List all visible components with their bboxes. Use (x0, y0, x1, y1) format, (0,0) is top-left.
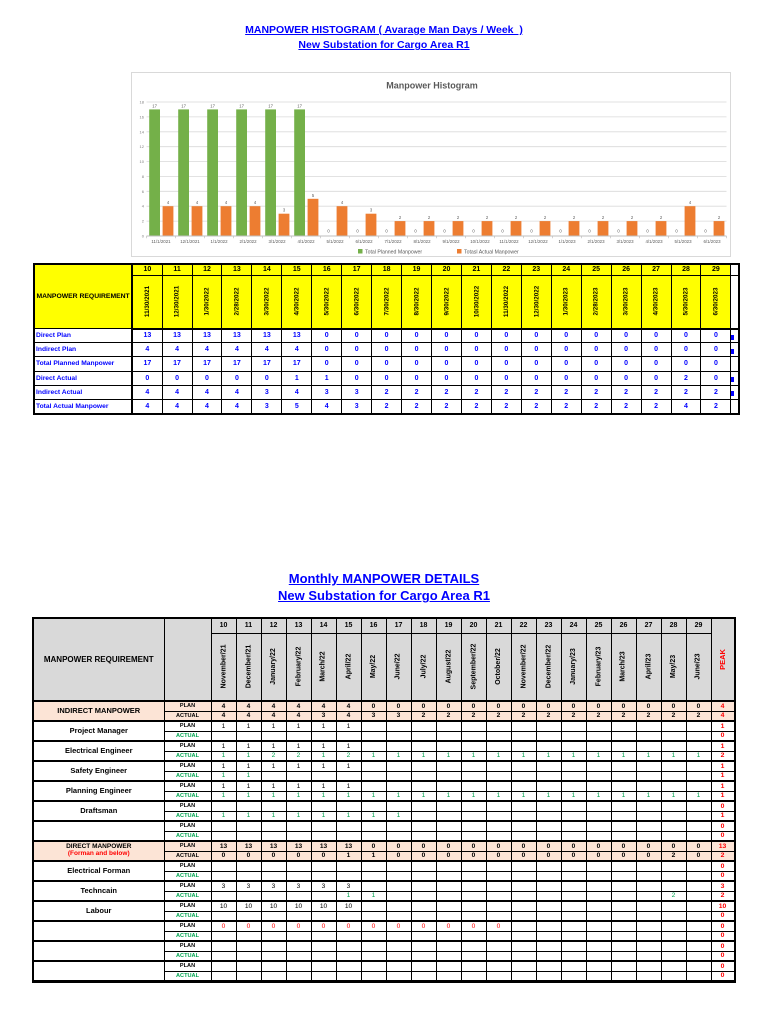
svg-text:4: 4 (196, 200, 199, 205)
svg-text:2: 2 (573, 215, 576, 220)
svg-text:3/1/2023: 3/1/2023 (616, 239, 634, 244)
svg-text:4: 4 (341, 200, 344, 205)
svg-text:0: 0 (530, 229, 533, 234)
svg-text:0: 0 (646, 229, 649, 234)
svg-text:17: 17 (210, 103, 215, 108)
svg-text:10/1/2022: 10/1/2022 (470, 239, 490, 244)
svg-text:18: 18 (140, 100, 145, 105)
svg-text:17: 17 (268, 103, 273, 108)
svg-text:5/1/2023: 5/1/2023 (674, 239, 692, 244)
svg-text:6: 6 (142, 189, 145, 194)
svg-text:2: 2 (631, 215, 634, 220)
svg-text:11/1/2022: 11/1/2022 (499, 239, 519, 244)
svg-text:0: 0 (501, 229, 504, 234)
svg-text:0: 0 (617, 229, 620, 234)
svg-text:4: 4 (689, 200, 692, 205)
svg-text:4: 4 (142, 204, 145, 209)
svg-text:14: 14 (140, 129, 145, 134)
svg-text:17: 17 (181, 103, 186, 108)
svg-text:12/1/2021: 12/1/2021 (180, 239, 200, 244)
svg-text:4/1/2022: 4/1/2022 (297, 239, 315, 244)
svg-text:4: 4 (254, 200, 257, 205)
svg-text:4/1/2023: 4/1/2023 (645, 239, 663, 244)
svg-text:8: 8 (142, 174, 145, 179)
svg-text:2: 2 (602, 215, 605, 220)
svg-text:9/1/2022: 9/1/2022 (442, 239, 460, 244)
svg-text:2: 2 (544, 215, 547, 220)
svg-text:2: 2 (515, 215, 518, 220)
svg-text:2: 2 (142, 219, 145, 224)
svg-text:Totasl Actual Manpower: Totasl Actual Manpower (464, 249, 519, 255)
svg-text:10: 10 (140, 159, 145, 164)
svg-text:0: 0 (588, 229, 591, 234)
svg-text:0: 0 (385, 229, 388, 234)
svg-text:7/1/2022: 7/1/2022 (384, 239, 402, 244)
svg-text:2: 2 (660, 215, 663, 220)
svg-text:Manpower Histogram: Manpower Histogram (386, 81, 478, 91)
svg-text:4: 4 (167, 200, 170, 205)
svg-text:0: 0 (704, 229, 707, 234)
svg-text:1/1/2023: 1/1/2023 (558, 239, 576, 244)
svg-text:0: 0 (559, 229, 562, 234)
svg-text:6/1/2022: 6/1/2022 (355, 239, 373, 244)
svg-text:8/1/2022: 8/1/2022 (413, 239, 431, 244)
svg-text:5: 5 (312, 193, 315, 198)
svg-text:4: 4 (225, 200, 228, 205)
svg-text:2: 2 (399, 215, 402, 220)
svg-text:11/1/2021: 11/1/2021 (151, 239, 171, 244)
svg-text:0: 0 (414, 229, 417, 234)
svg-text:0: 0 (327, 229, 330, 234)
svg-text:2: 2 (718, 215, 721, 220)
svg-text:3: 3 (370, 208, 373, 213)
svg-text:6/1/2023: 6/1/2023 (703, 239, 721, 244)
svg-text:2: 2 (428, 215, 431, 220)
svg-text:17: 17 (297, 103, 302, 108)
svg-text:3: 3 (283, 208, 286, 213)
svg-text:0: 0 (675, 229, 678, 234)
svg-text:0: 0 (356, 229, 359, 234)
svg-text:2: 2 (486, 215, 489, 220)
svg-text:2/1/2022: 2/1/2022 (239, 239, 257, 244)
svg-text:17: 17 (239, 103, 244, 108)
svg-text:3/1/2022: 3/1/2022 (268, 239, 286, 244)
svg-text:0: 0 (443, 229, 446, 234)
svg-text:2/1/2023: 2/1/2023 (587, 239, 605, 244)
svg-text:5/1/2022: 5/1/2022 (326, 239, 344, 244)
svg-text:2: 2 (457, 215, 460, 220)
svg-text:12: 12 (140, 144, 145, 149)
svg-text:12/1/2022: 12/1/2022 (528, 239, 548, 244)
svg-text:1/1/2022: 1/1/2022 (210, 239, 228, 244)
svg-text:Total Planned Manpower: Total Planned Manpower (365, 249, 422, 255)
svg-text:0: 0 (472, 229, 475, 234)
svg-text:0: 0 (142, 234, 145, 239)
svg-text:17: 17 (152, 103, 157, 108)
svg-text:16: 16 (140, 114, 145, 119)
